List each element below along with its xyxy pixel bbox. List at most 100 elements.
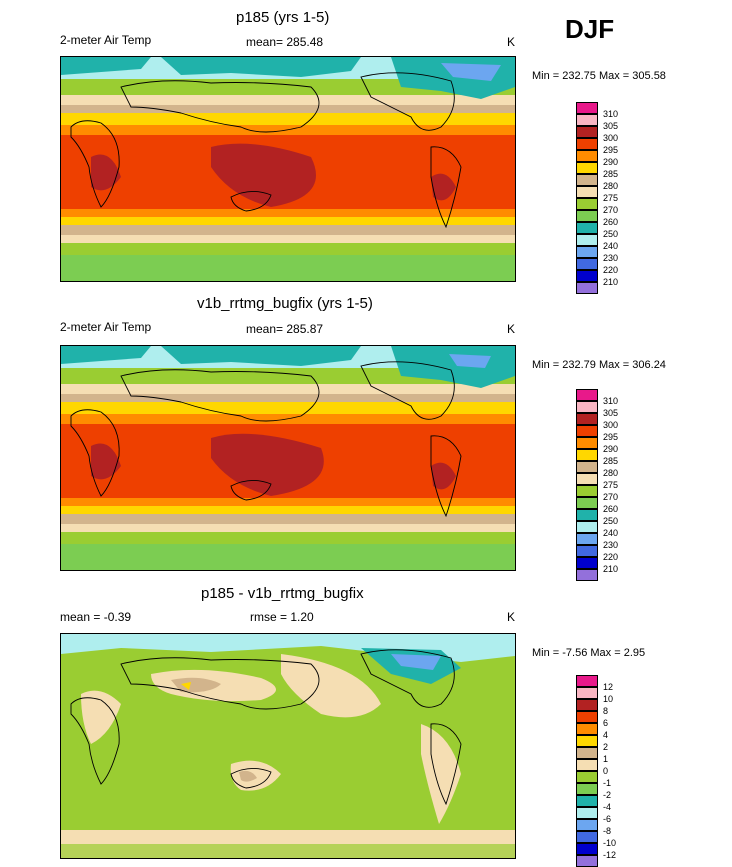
panel3-legend-label: 6 <box>603 718 609 728</box>
panel3-legend-label: -8 <box>603 826 612 836</box>
panel2-legend-label: 280 <box>603 468 619 478</box>
panel2-legend-label: 275 <box>603 480 619 490</box>
panel3-legend-label: 8 <box>603 706 609 716</box>
panel2-legend-swatch <box>576 413 598 425</box>
panel1-legend-swatch <box>576 150 598 162</box>
panel1-map <box>60 56 516 282</box>
panel1-legend-swatch <box>576 126 598 138</box>
panel3-legend-label: -2 <box>603 790 612 800</box>
panel3-legend-label: 2 <box>603 742 609 752</box>
panel2-legend-swatch <box>576 485 598 497</box>
panel1-legend-label: 270 <box>603 205 619 215</box>
panel3-legend-swatch <box>576 759 598 771</box>
panel3-legend-label: 10 <box>603 694 614 704</box>
panel1-map-contours <box>61 57 515 281</box>
panel2-legend-label: 220 <box>603 552 619 562</box>
panel2-legend-label: 290 <box>603 444 619 454</box>
panel1-units-label: K <box>507 35 516 49</box>
panel1-legend-swatch <box>576 138 598 150</box>
panel2-minmax-label: Min = 232.79 Max = 306.24 <box>532 359 666 371</box>
panel2-legend-swatch <box>576 509 598 521</box>
panel1-title: p185 (yrs 1-5) <box>236 9 330 26</box>
panel2-legend-swatch <box>576 425 598 437</box>
panel3-legend-label: 0 <box>603 766 609 776</box>
panel3-legend-swatch <box>576 723 598 735</box>
panel2-legend-swatch <box>576 401 598 413</box>
panel1-legend-label: 240 <box>603 241 619 251</box>
panel3-legend-swatch <box>576 771 598 783</box>
panel1-legend-label: 305 <box>603 121 619 131</box>
panel2-legend-swatch <box>576 545 598 557</box>
panel1-legend-label: 250 <box>603 229 619 239</box>
panel3-units-label: K <box>507 610 516 624</box>
panel1-variable-label: 2-meter Air Temp <box>60 33 152 47</box>
panel2-legend-swatch <box>576 473 598 485</box>
panel3-legend-label: 1 <box>603 754 609 764</box>
panel3-rmse-label: rmse = 1.20 <box>250 610 314 624</box>
panel1-legend-swatch <box>576 186 598 198</box>
panel1-legend-swatch <box>576 246 598 258</box>
panel3-legend-label: -10 <box>603 838 617 848</box>
panel1-legend-label: 290 <box>603 157 619 167</box>
panel2-legend-label: 240 <box>603 528 619 538</box>
panel1-minmax-label: Min = 232.75 Max = 305.58 <box>532 70 666 82</box>
panel2-legend-label: 305 <box>603 408 619 418</box>
panel2-legend-swatch <box>576 461 598 473</box>
panel3-legend-swatch <box>576 831 598 843</box>
panel2-mean-label: mean= 285.87 <box>246 322 324 336</box>
panel1-legend-label: 260 <box>603 217 619 227</box>
panel2-legend-label: 260 <box>603 504 619 514</box>
panel2-title: v1b_rrtmg_bugfix (yrs 1-5) <box>197 295 373 312</box>
panel2-legend-swatch <box>576 497 598 509</box>
panel3-legend-swatch <box>576 795 598 807</box>
panel3-title: p185 - v1b_rrtmg_bugfix <box>201 585 364 602</box>
panel3-legend-swatch <box>576 735 598 747</box>
panel2-legend-swatch <box>576 521 598 533</box>
panel2-legend-label: 270 <box>603 492 619 502</box>
panel3-map-contours <box>61 634 515 858</box>
panel1-mean-label: mean= 285.48 <box>246 35 324 49</box>
panel1-legend-swatch <box>576 198 598 210</box>
panel1-legend-swatch <box>576 282 598 294</box>
panel2-legend-label: 250 <box>603 516 619 526</box>
panel3-legend-swatch <box>576 855 598 867</box>
panel1-legend-label: 275 <box>603 193 619 203</box>
panel1-legend-swatch <box>576 222 598 234</box>
panel2-map-contours <box>61 346 515 570</box>
panel2-legend-label: 285 <box>603 456 619 466</box>
panel2-map <box>60 345 516 571</box>
panel3-legend-label: 4 <box>603 730 609 740</box>
panel3-legend-swatch <box>576 807 598 819</box>
panel3-legend-label: -6 <box>603 814 612 824</box>
panel3-legend-swatch <box>576 687 598 699</box>
panel3-legend-swatch <box>576 699 598 711</box>
panel3-legend-label: -12 <box>603 850 617 860</box>
panel3-minmax-label: Min = -7.56 Max = 2.95 <box>532 647 646 659</box>
panel2-variable-label: 2-meter Air Temp <box>60 320 152 334</box>
panel1-legend-label: 230 <box>603 253 619 263</box>
panel3-legend-swatch <box>576 819 598 831</box>
panel3-legend-label: -4 <box>603 802 612 812</box>
panel1-legend-swatch <box>576 162 598 174</box>
panel1-legend-label: 285 <box>603 169 619 179</box>
panel1-legend-swatch <box>576 234 598 246</box>
panel2-legend-swatch <box>576 389 598 401</box>
panel1-legend-swatch <box>576 258 598 270</box>
panel2-legend-swatch <box>576 437 598 449</box>
panel3-legend-label: -1 <box>603 778 612 788</box>
panel1-legend-swatch <box>576 174 598 186</box>
panel1-legend-label: 310 <box>603 109 619 119</box>
panel1-legend-label: 280 <box>603 181 619 191</box>
panel3-legend-label: 12 <box>603 682 614 692</box>
panel1-legend-label: 210 <box>603 277 619 287</box>
panel1-legend-label: 220 <box>603 265 619 275</box>
panel1-legend-label: 300 <box>603 133 619 143</box>
season-label: DJF <box>565 14 615 44</box>
panel2-units-label: K <box>507 322 516 336</box>
panel3-legend-swatch <box>576 675 598 687</box>
panel1-legend-swatch <box>576 270 598 282</box>
panel2-legend-label: 210 <box>603 564 619 574</box>
panel2-legend-label: 295 <box>603 432 619 442</box>
panel1-legend-label: 295 <box>603 145 619 155</box>
panel3-legend-swatch <box>576 711 598 723</box>
